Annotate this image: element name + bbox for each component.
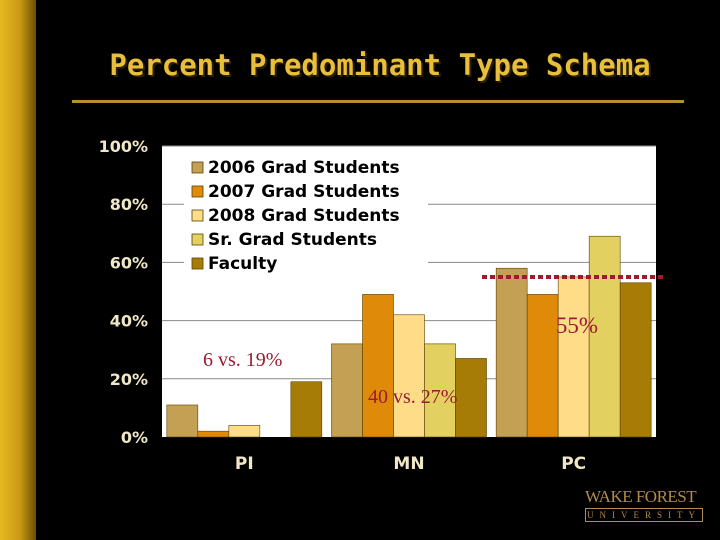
wake-forest-logo: WAKE FOREST UNIVERSITY: [585, 488, 703, 522]
bar: [166, 404, 199, 438]
bar: [557, 276, 590, 438]
legend-label: 2007 Grad Students: [208, 182, 400, 202]
legend-swatch: [191, 233, 204, 246]
y-tick-label: 0%: [121, 428, 148, 447]
bar: [619, 282, 652, 438]
legend-label: 2006 Grad Students: [208, 158, 400, 178]
legend-label: Sr. Grad Students: [208, 230, 377, 250]
legend-swatch: [191, 161, 204, 174]
y-tick-label: 80%: [110, 195, 148, 214]
x-tick-label: MN: [393, 454, 424, 474]
y-tick-label: 40%: [110, 312, 148, 331]
bar: [362, 294, 394, 438]
title-divider: [72, 100, 684, 103]
legend-swatch: [191, 185, 204, 198]
bar: [290, 381, 323, 438]
y-tick-label: 60%: [110, 253, 148, 272]
bar: [526, 294, 559, 438]
logo-wordmark: WAKE FOREST: [585, 487, 697, 506]
bar: [588, 235, 621, 438]
left-gold-strip: [0, 0, 36, 540]
logo-university: UNIVERSITY: [585, 508, 703, 522]
annotation-mn: 40 vs. 27%: [368, 386, 457, 408]
x-tick-label: PI: [235, 454, 254, 474]
legend-label: 2008 Grad Students: [208, 206, 400, 226]
bar: [393, 314, 425, 438]
legend-swatch: [191, 257, 204, 270]
bar: [495, 267, 528, 438]
annotation-pi: 6 vs. 19%: [203, 349, 282, 371]
bar: [331, 343, 363, 438]
bar: [228, 425, 261, 438]
legend-swatch: [191, 209, 204, 222]
reference-line-label: 55%: [556, 313, 598, 338]
legend-label: Faculty: [208, 254, 277, 274]
bar: [424, 343, 456, 438]
bar: [197, 430, 230, 438]
x-tick-label: PC: [561, 454, 586, 474]
legend-box: [184, 150, 428, 270]
y-tick-label: 20%: [110, 370, 148, 389]
y-tick-label: 100%: [99, 137, 148, 156]
bar: [455, 358, 487, 438]
page-title: Percent Predominant Type Schema: [109, 48, 651, 82]
